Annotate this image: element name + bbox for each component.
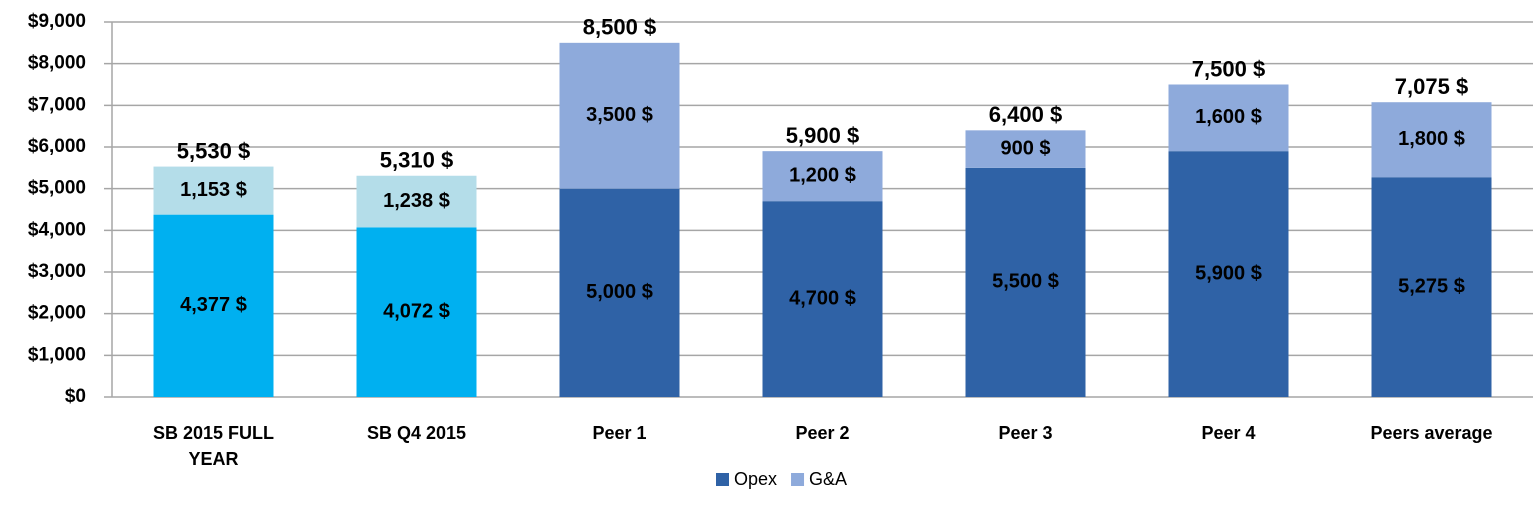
data-label: 1,153 $ — [180, 179, 247, 201]
data-label: 5,500 $ — [992, 271, 1059, 293]
bar-segment — [762, 201, 883, 397]
data-label: 5,000 $ — [586, 281, 653, 303]
x-tick-label: Peers average — [1370, 423, 1493, 443]
bar-segment — [1168, 151, 1289, 397]
y-tick-label: $0 — [65, 386, 86, 407]
bar-segment — [559, 188, 680, 397]
y-tick-label: $7,000 — [28, 94, 86, 115]
bar-segment — [965, 130, 1086, 168]
bar-segment — [356, 227, 477, 397]
y-tick-label: $8,000 — [28, 53, 86, 74]
y-tick-label: $3,000 — [28, 261, 86, 282]
bar-segment — [356, 175, 477, 228]
bar-segment — [153, 214, 274, 397]
data-label: 1,800 $ — [1398, 128, 1465, 150]
bar-segment — [762, 151, 883, 202]
x-tick-label: SB 2015 FULL YEAR — [152, 423, 275, 469]
data-label: 1,200 $ — [789, 164, 856, 186]
x-tick-label: Peer 1 — [592, 423, 647, 443]
data-label: 5,900 $ — [1195, 262, 1262, 284]
bar-segment — [559, 42, 680, 189]
x-tick-label: Peer 3 — [998, 423, 1053, 443]
data-label: 1,238 $ — [383, 190, 450, 212]
y-tick-label: $2,000 — [28, 303, 86, 324]
data-label: 3,500 $ — [586, 104, 653, 126]
data-label: 4,700 $ — [789, 287, 856, 309]
legend-swatch — [791, 473, 805, 486]
total-label: 5,530 $ — [177, 138, 250, 163]
bar-segment — [1371, 102, 1492, 178]
y-tick-label: $1,000 — [28, 344, 86, 365]
total-label: 5,900 $ — [786, 123, 859, 148]
legend-label: Opex — [734, 469, 777, 489]
legend-swatch — [716, 473, 729, 486]
bar-segment — [1168, 84, 1289, 152]
total-label: 6,400 $ — [989, 102, 1062, 127]
bar-segment — [1371, 177, 1492, 397]
y-tick-label: $6,000 — [28, 136, 86, 157]
total-label: 7,075 $ — [1395, 74, 1468, 99]
bar-segment — [965, 167, 1086, 397]
x-tick-label: Peer 2 — [795, 423, 850, 443]
x-tick-label: SB Q4 2015 — [366, 423, 467, 443]
y-tick-label: $9,000 — [28, 11, 86, 32]
y-tick-label: $4,000 — [28, 219, 86, 240]
data-label: 5,275 $ — [1398, 275, 1465, 297]
y-tick-label: $5,000 — [28, 178, 86, 199]
total-label: 8,500 $ — [583, 15, 656, 40]
data-label: 4,072 $ — [383, 300, 450, 322]
data-label: 4,377 $ — [180, 294, 247, 316]
total-label: 5,310 $ — [380, 148, 453, 173]
bar-segment — [153, 166, 274, 215]
x-tick-label: Peer 4 — [1201, 423, 1256, 443]
data-label: 900 $ — [1000, 137, 1050, 159]
legend-label: G&A — [809, 469, 847, 489]
data-label: 1,600 $ — [1195, 106, 1262, 128]
total-label: 7,500 $ — [1192, 56, 1265, 81]
